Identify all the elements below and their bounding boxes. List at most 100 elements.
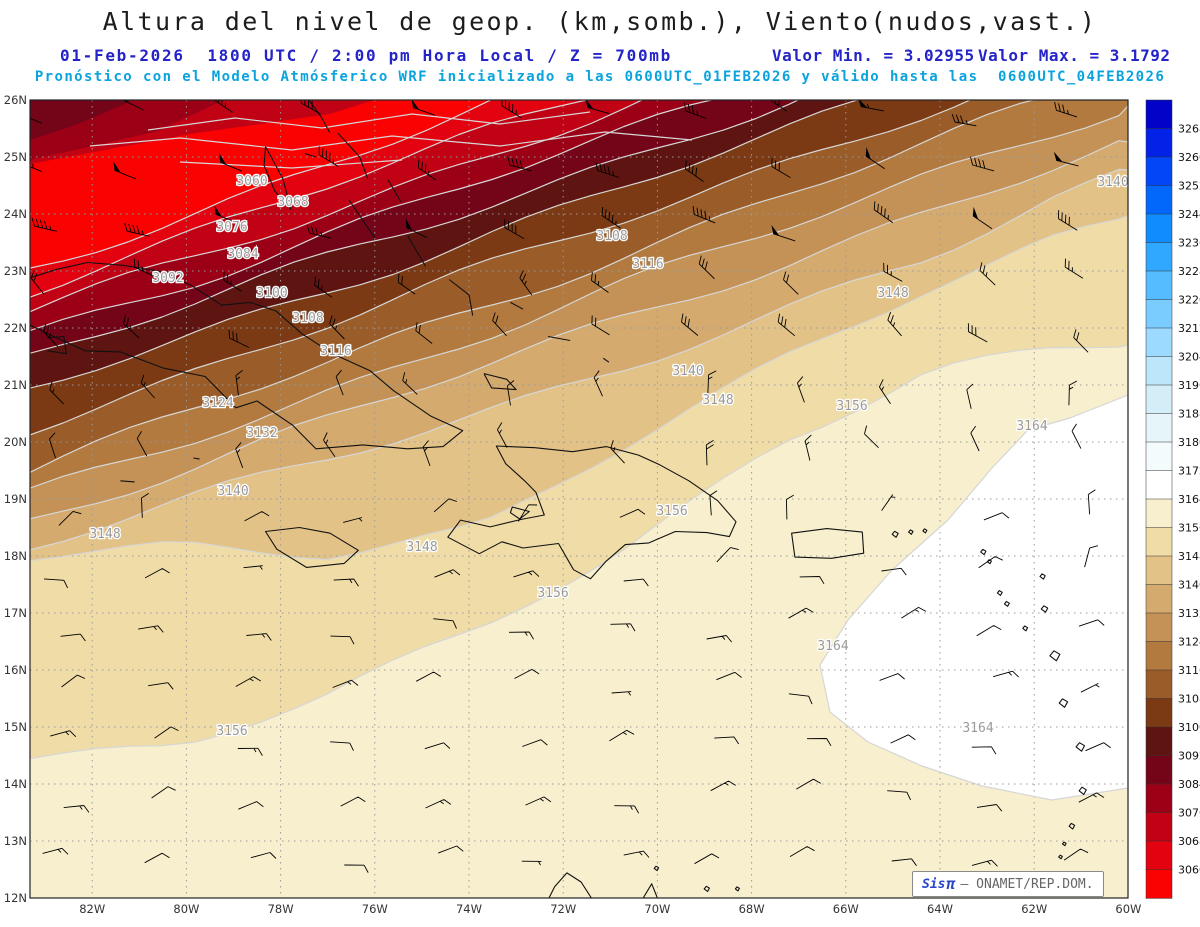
colorbar-cell bbox=[1145, 270, 1173, 301]
colorbar-cell bbox=[1145, 726, 1173, 757]
colorbar-label: 3244 bbox=[1178, 208, 1200, 221]
colorbar-label: 3124 bbox=[1178, 636, 1200, 649]
colorbar-label: 3236 bbox=[1178, 237, 1200, 250]
coast-small-island bbox=[1058, 698, 1069, 708]
colorbar-cell bbox=[1145, 470, 1173, 500]
contour-label: 3092 bbox=[152, 271, 183, 286]
coast-small-island bbox=[922, 528, 928, 534]
contour-label: 3156 bbox=[656, 504, 687, 519]
contour-label: 3084 bbox=[227, 247, 258, 262]
contour-line bbox=[30, 344, 1128, 760]
contour-label: 3076 bbox=[216, 220, 247, 235]
coast-islands bbox=[120, 480, 135, 483]
colorbar-cell bbox=[1145, 99, 1173, 130]
colorbar-label: 3068 bbox=[1178, 835, 1200, 848]
colorbar-cell bbox=[1145, 213, 1173, 244]
coast-cuba bbox=[30, 261, 464, 450]
colorbar-cell bbox=[1145, 327, 1173, 358]
coast-islands bbox=[304, 153, 317, 158]
map-border bbox=[29, 99, 1129, 899]
contour-label: 3156 bbox=[537, 586, 568, 601]
coast-small-island bbox=[1022, 625, 1029, 632]
colorbar-cell bbox=[1145, 812, 1173, 842]
value-min-label: Valor Min. = 3.02955 bbox=[772, 46, 975, 65]
colorbar-cell bbox=[1145, 641, 1173, 671]
lon-tick-label: 62W bbox=[1021, 902, 1047, 916]
colorbar-label: 3100 bbox=[1178, 721, 1200, 734]
trough-north-band bbox=[30, 100, 134, 140]
watermark-sispi: Sis π – ONAMET/REP.DOM. bbox=[912, 871, 1104, 897]
contour-label: 3060 bbox=[236, 174, 267, 189]
coast-islands bbox=[483, 373, 517, 391]
contour-label: 3164 bbox=[962, 721, 993, 736]
watermark-pi-icon: π bbox=[946, 875, 956, 893]
colorbar-cell bbox=[1145, 755, 1173, 785]
coast-small-island bbox=[1058, 854, 1063, 860]
colorbar-label: 3092 bbox=[1178, 750, 1200, 763]
contour-line bbox=[30, 140, 1128, 520]
colorbar-cell bbox=[1145, 185, 1173, 215]
colorbar-label: 3108 bbox=[1178, 693, 1200, 706]
coast-islands bbox=[602, 357, 610, 363]
lat-tick-label: 26N bbox=[4, 93, 27, 107]
contour-label: 3116 bbox=[320, 344, 351, 359]
contour-line bbox=[30, 105, 1128, 489]
high-height-white-area bbox=[820, 395, 1128, 800]
lat-tick-label: 20N bbox=[4, 435, 27, 449]
map-layers: 3060 3068 3076 3084 3092 3100 3108 3108 3116 3116… bbox=[30, 100, 1128, 898]
coast-small-island bbox=[1078, 786, 1087, 795]
coast-small-island bbox=[1003, 600, 1010, 607]
wind-barb-layer bbox=[30, 100, 1111, 873]
valid-time-label: 01-Feb-2026 1800 UTC / 2:00 pm Hora Loca… bbox=[60, 46, 672, 65]
coast-small-island bbox=[653, 865, 660, 872]
colorbar-cell bbox=[1145, 669, 1173, 700]
lat-tick-label: 19N bbox=[4, 492, 27, 506]
lon-tick-label: 60W bbox=[1115, 902, 1141, 916]
contour-line bbox=[147, 111, 591, 131]
lat-tick-label: 12N bbox=[4, 891, 27, 905]
lat-tick-label: 24N bbox=[4, 207, 27, 221]
coast-small-island bbox=[1039, 573, 1046, 580]
coast-islands bbox=[47, 335, 67, 355]
coast-small-island bbox=[1049, 650, 1061, 662]
colorbar-label: 3164 bbox=[1178, 493, 1200, 506]
contour-line-3164 bbox=[819, 394, 1128, 801]
contour-label: 3116 bbox=[632, 257, 663, 272]
contour-label: 3156 bbox=[216, 724, 247, 739]
contour-label: 3148 bbox=[877, 286, 908, 301]
colorbar-label: 3116 bbox=[1178, 664, 1200, 677]
lon-tick-label: 76W bbox=[362, 902, 388, 916]
colorbar-cell bbox=[1145, 413, 1173, 443]
contour-line bbox=[30, 100, 493, 269]
coast-islands bbox=[348, 199, 376, 239]
contour-line bbox=[30, 168, 1128, 551]
coast-small-island bbox=[1061, 841, 1067, 847]
contour-label: 3140 bbox=[672, 364, 703, 379]
contour-fill-layer bbox=[30, 100, 1128, 898]
contour-line bbox=[30, 100, 715, 332]
contour-label: 3156 bbox=[836, 399, 867, 414]
axis-labels: 26N 25N 24N 23N 22N 21N 20N 19N 18N 17N 16N 15N 14N 1… bbox=[4, 93, 1142, 916]
contour-line bbox=[30, 100, 590, 298]
watermark-sis: Sis bbox=[922, 876, 946, 892]
colorbar-label: 3204 bbox=[1178, 351, 1200, 364]
lon-tick-label: 70W bbox=[644, 902, 670, 916]
colorbar-label: 3220 bbox=[1178, 294, 1200, 307]
lat-tick-label: 21N bbox=[4, 378, 27, 392]
coast-small-island bbox=[734, 886, 740, 892]
coast-small-island bbox=[1040, 605, 1049, 613]
lon-tick-label: 64W bbox=[927, 902, 953, 916]
colorbar-cell bbox=[1145, 783, 1173, 814]
lon-tick-label: 72W bbox=[550, 902, 576, 916]
coast-islands bbox=[308, 100, 331, 134]
colorbar-cell bbox=[1145, 356, 1173, 386]
colorbar-cell bbox=[1145, 698, 1173, 728]
lon-tick-label: 66W bbox=[833, 902, 859, 916]
value-max-label: Valor Max. = 3.1792 bbox=[978, 46, 1171, 65]
model-info-label: Pronóstico con el Modelo Atmósferico WRF… bbox=[34, 69, 1166, 85]
contour-line-layer bbox=[30, 100, 1128, 801]
colorbar-label: 3084 bbox=[1178, 778, 1200, 791]
coast-islands bbox=[548, 335, 571, 342]
